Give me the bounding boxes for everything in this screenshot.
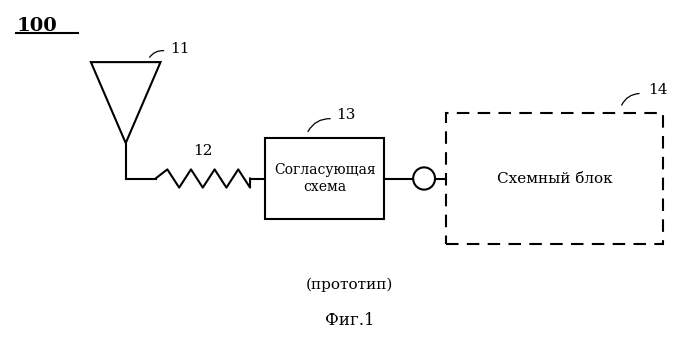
Text: 100: 100 [16, 16, 57, 35]
Bar [447, 113, 663, 244]
Text: Схемный блок: Схемный блок [497, 171, 612, 186]
Text: 13: 13 [337, 108, 356, 122]
Bar [265, 138, 384, 219]
Text: 11: 11 [171, 42, 190, 56]
Text: Фиг.1: Фиг.1 [325, 312, 374, 329]
Text: (прототип): (прототип) [305, 278, 393, 292]
Text: 12: 12 [193, 144, 212, 158]
Text: Согласующая
схема: Согласующая схема [274, 164, 375, 193]
Text: 14: 14 [648, 83, 668, 97]
